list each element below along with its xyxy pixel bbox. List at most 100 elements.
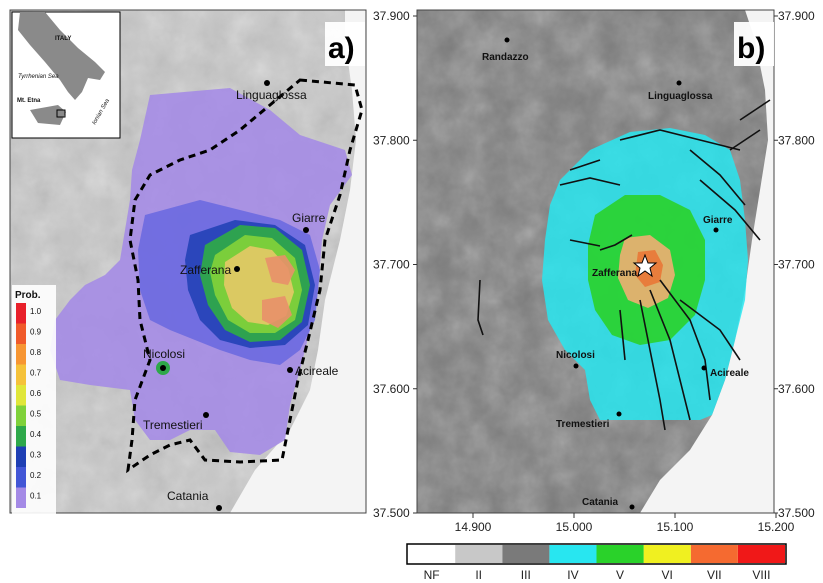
town-label-linguaglossa-a: Linguaglossa <box>236 88 307 102</box>
intensity-swatch-ii <box>455 545 503 563</box>
prob-tick-label: 1.0 <box>30 307 42 316</box>
town-dot-catania-a <box>216 505 222 511</box>
prob-legend-title: Prob. <box>15 290 41 301</box>
intensity-label: IV <box>567 568 578 582</box>
prob-swatch-0.7 <box>16 364 26 385</box>
panel-b-label: b) <box>737 32 765 65</box>
panel-b-towns: Randazzo Linguaglossa Giarre Zafferana N… <box>482 37 749 510</box>
prob-tick-label: 0.5 <box>30 410 42 419</box>
prob-legend: Prob. 1.0 0.9 0.8 0.7 0.6 0.5 0.4 0.3 0.2 0.1 <box>12 285 56 515</box>
inset-volcano-label: Mt. Etna <box>17 98 41 104</box>
y-tick-label-left: 37.900 <box>373 9 410 23</box>
prob-zone-0.9 <box>265 255 295 285</box>
inset-map: ITALY Tyrrhenian Sea Ionian Sea Mt. Etna <box>11 11 121 139</box>
y-tick-label-left: 37.600 <box>373 382 410 396</box>
intensity-swatch-iii <box>502 545 550 563</box>
town-dot-catania-b <box>629 504 635 510</box>
prob-swatch-0.1 <box>16 487 26 508</box>
panel-b-frame <box>416 9 775 514</box>
panel-a-frame <box>9 9 367 514</box>
prob-tick-label: 0.9 <box>30 328 42 337</box>
y-tick-label-left: 37.500 <box>373 506 410 520</box>
y-axis-right: 37.900 37.800 37.700 37.600 37.500 <box>774 9 815 520</box>
town-dot-linguaglossa-a <box>264 80 270 86</box>
y-tick-label-right: 37.500 <box>778 506 815 520</box>
town-label-nicolosi-b: Nicolosi <box>556 350 595 361</box>
town-dot-nicolosi-b <box>573 363 579 369</box>
town-label-zafferana-a: Zafferana <box>180 263 231 277</box>
town-label-linguaglossa-b: Linguaglossa <box>648 91 713 102</box>
prob-tick-label: 0.6 <box>30 389 42 398</box>
town-label-nicolosi-a: Nicolosi <box>143 347 185 361</box>
town-dot-tremestieri-a <box>203 412 209 418</box>
prob-swatch-0.4 <box>16 426 26 447</box>
panel-a-label: a) <box>328 32 355 65</box>
panel-b-label-box: b) <box>734 22 774 66</box>
prob-tick-label: 0.3 <box>30 451 42 460</box>
town-dot-acireale-b <box>701 365 707 371</box>
town-label-acireale-b: Acireale <box>710 368 749 379</box>
panel-a-map <box>10 10 366 513</box>
x-tick-label: 14.900 <box>455 520 492 534</box>
y-tick-label-right: 37.700 <box>778 258 815 272</box>
panel-a-towns: Linguaglossa Giarre Zafferana Nicolosi A… <box>143 80 339 511</box>
town-dot-randazzo-b <box>504 37 510 43</box>
prob-tick-label: 0.7 <box>30 369 42 378</box>
town-dot-giarre-a <box>303 227 309 233</box>
fault-lines <box>477 99 771 431</box>
intensity-swatch-v <box>596 545 644 563</box>
town-label-catania-a: Catania <box>167 489 209 503</box>
y-tick-label-left: 37.700 <box>373 258 410 272</box>
town-label-randazzo-b: Randazzo <box>482 52 529 63</box>
prob-tick-label: 0.8 <box>30 348 42 357</box>
town-dot-nicolosi-a <box>160 365 166 371</box>
prob-swatch-0.9 <box>16 323 26 344</box>
town-dot-giarre-b <box>713 227 719 233</box>
town-label-tremestieri-a: Tremestieri <box>143 418 203 432</box>
y-axis-left: 37.900 37.800 37.700 37.600 37.500 <box>373 9 417 520</box>
intensity-swatch-vii <box>690 545 738 563</box>
panel-a-label-box: a) <box>325 22 365 66</box>
town-label-catania-b: Catania <box>582 497 619 508</box>
prob-legend-swatches: 1.0 0.9 0.8 0.7 0.6 0.5 0.4 0.3 0.2 0.1 <box>16 303 42 508</box>
panel-b-sea <box>640 10 774 513</box>
intensity-label: VI <box>662 568 673 582</box>
epicenter-star-icon <box>632 253 658 278</box>
town-label-acireale-a: Acireale <box>295 364 339 378</box>
x-axis: 14.900 15.000 15.100 15.200 <box>455 513 795 534</box>
prob-tick-label: 0.1 <box>30 492 42 501</box>
intensity-legend: NF II III IV V VI VII VIII <box>406 543 787 582</box>
inset-italy <box>18 12 105 100</box>
prob-swatch-0.2 <box>16 467 26 488</box>
x-tick-label: 15.200 <box>758 520 795 534</box>
intensity-swatch-vi <box>643 545 691 563</box>
prob-tick-label: 0.4 <box>30 430 42 439</box>
inset-sea1-label: Tyrrhenian Sea <box>18 74 59 80</box>
y-tick-label-right: 37.600 <box>778 382 815 396</box>
prob-swatch-0.5 <box>16 405 26 426</box>
intensity-swatch-nf <box>408 545 456 563</box>
x-tick-label: 15.000 <box>556 520 593 534</box>
y-tick-label-right: 37.900 <box>778 9 815 23</box>
dashed-boundary <box>126 78 364 474</box>
panel-b-label-bg <box>734 22 774 66</box>
intensity-legend-frame <box>406 543 787 565</box>
prob-tick-label: 0.2 <box>30 471 42 480</box>
town-dot-zafferana-a <box>234 266 240 272</box>
town-label-zafferana-b: Zafferana <box>592 268 637 279</box>
intensity-label: III <box>521 568 531 582</box>
panel-b-map <box>417 10 774 513</box>
town-label-tremestieri-b: Tremestieri <box>556 419 610 430</box>
town-dot-tremestieri-b <box>616 411 622 417</box>
prob-zone-0.9b <box>262 296 292 328</box>
intensity-label: V <box>616 568 624 582</box>
x-tick-label: 15.100 <box>657 520 694 534</box>
prob-swatch-0.8 <box>16 344 26 365</box>
panel-a-sea <box>230 10 366 513</box>
prob-swatch-0.3 <box>16 446 26 467</box>
town-label-giarre-b: Giarre <box>703 215 733 226</box>
town-dot-linguaglossa-b <box>676 80 682 86</box>
prob-swatch-0.6 <box>16 385 26 406</box>
intensity-label: VIII <box>752 568 770 582</box>
